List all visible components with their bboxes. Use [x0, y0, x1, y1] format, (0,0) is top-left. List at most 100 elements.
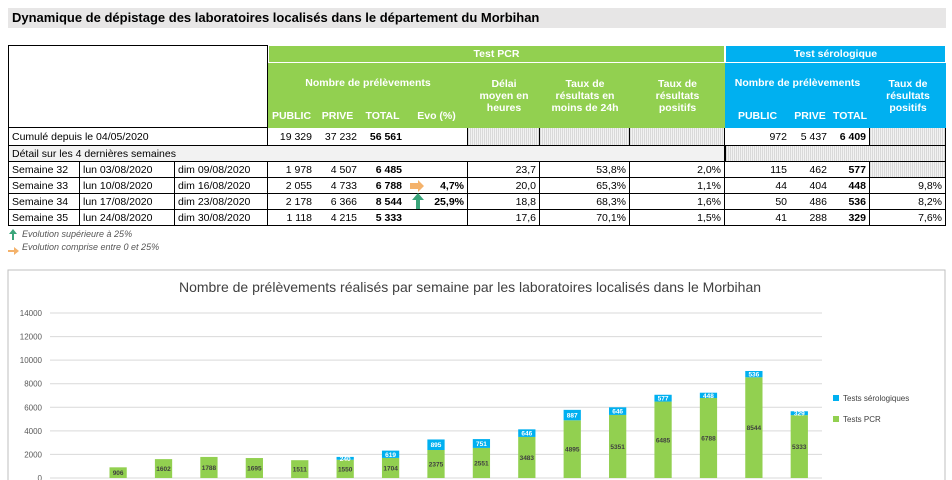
y-tick-label: 0 [38, 474, 43, 480]
subcolumn-header: TOTAL [830, 103, 870, 128]
bar [518, 436, 536, 478]
table-cell: dim 30/08/2020 [175, 210, 268, 226]
row-label: Cumulé depuis le 04/05/2020 [8, 128, 268, 146]
table-cell: 577 [830, 162, 870, 178]
y-tick-label: 12000 [20, 333, 43, 342]
bar [790, 415, 808, 478]
table-cell: 6 409 [830, 128, 870, 146]
column-header: Taux de résultats positifs [870, 63, 946, 128]
data-label: 5333 [792, 444, 807, 451]
data-label: 5351 [610, 444, 625, 451]
data-label: 1704 [383, 465, 398, 472]
table-cell: Semaine 33 [8, 178, 80, 194]
table-cell: 2,0% [630, 162, 725, 178]
data-label: 448 [703, 393, 714, 400]
table-cell [468, 128, 540, 146]
table-cell: Semaine 34 [8, 194, 80, 210]
bar [609, 407, 627, 415]
table-cell: lun 24/08/2020 [80, 210, 175, 226]
table-cell: 37 232 [315, 128, 360, 146]
bar [790, 411, 808, 416]
table-cell: 20,0 [468, 178, 540, 194]
data-label: 329 [794, 411, 805, 418]
data-label: 8544 [747, 425, 762, 432]
table-cell [630, 128, 725, 146]
bar [518, 429, 536, 437]
data-label: 1788 [202, 465, 217, 472]
table-cell: 23,7 [468, 162, 540, 178]
data-label: 906 [113, 470, 124, 477]
column-header: Taux de résultats en moins de 24h [540, 63, 630, 128]
bar [381, 450, 400, 458]
table-cell: 6 366 [315, 194, 360, 210]
table-cell: 8,2% [870, 194, 946, 210]
data-label: 240 [340, 456, 351, 463]
table-cell: 65,3% [540, 178, 630, 194]
bar [699, 392, 718, 398]
y-tick-label: 2000 [24, 450, 42, 459]
table-cell: 4 507 [315, 162, 360, 178]
table-cell [405, 162, 468, 178]
table-cell: 5 333 [360, 210, 405, 226]
table-cell [870, 128, 946, 146]
bar [336, 459, 354, 478]
table-cell: 1,1% [630, 178, 725, 194]
subcolumn-header: PRIVE [315, 103, 360, 128]
y-tick-label: 8000 [24, 380, 42, 389]
bar [472, 447, 491, 478]
data-label: 887 [567, 413, 578, 420]
bar [336, 456, 354, 460]
table-cell: 56 561 [360, 128, 405, 146]
bar [699, 397, 718, 478]
bar [109, 467, 127, 478]
table-cell: 68,3% [540, 194, 630, 210]
table-cell: 18,8 [468, 194, 540, 210]
table-cell: 1 978 [268, 162, 315, 178]
table-cell: lun 10/08/2020 [80, 178, 175, 194]
header-blank [8, 45, 268, 128]
data-label: 6788 [701, 435, 716, 442]
subcolumn-header: TOTAL [360, 103, 405, 128]
data-label: 646 [521, 431, 532, 438]
table-cell [870, 162, 946, 178]
column-header: Taux de résultats positifs [630, 63, 725, 128]
bar [563, 409, 581, 421]
table-cell: 4 215 [315, 210, 360, 226]
table-cell: 1,6% [630, 194, 725, 210]
table-cell: lun 17/08/2020 [80, 194, 175, 210]
bar [245, 458, 263, 478]
table: Test PCR Test sérologique Nombre de prélèv… [8, 45, 946, 226]
subcolumn-header: PRIVE [790, 103, 830, 128]
page-title: Dynamique de dépistage des laboratoires … [8, 8, 946, 28]
data-label: 3483 [520, 455, 535, 462]
table-cell: 53,8% [540, 162, 630, 178]
data-label: 2551 [474, 460, 489, 467]
data-label: 646 [612, 409, 623, 416]
table-cell: 2 055 [268, 178, 315, 194]
table-cell: 2 178 [268, 194, 315, 210]
y-tick-label: 10000 [20, 356, 43, 365]
table-cell: 44 [725, 178, 790, 194]
table-cell: 6 788 [360, 178, 405, 194]
data-label: 1550 [338, 466, 353, 473]
group-header: Test sérologique [725, 45, 946, 63]
y-tick-label: 14000 [20, 309, 43, 318]
table-cell: Semaine 35 [8, 210, 80, 226]
bar [472, 439, 491, 448]
column-header: Délai moyen en heures [468, 63, 540, 128]
bar [654, 394, 672, 402]
chart-title: Nombre de prélèvements réalisés par sema… [179, 279, 761, 295]
section-label: Détail sur les 4 dernières semaines [8, 146, 725, 162]
column-header: Nombre de prélèvements [725, 63, 870, 103]
table-cell: 6 485 [360, 162, 405, 178]
y-tick-label: 6000 [24, 403, 42, 412]
data-label: 4895 [565, 447, 580, 454]
table-cell: 115 [725, 162, 790, 178]
subcolumn-header: PUBLIC [268, 103, 315, 128]
legend-label: Tests PCR [843, 415, 881, 424]
table-cell: 17,6 [468, 210, 540, 226]
table-cell: 1,5% [630, 210, 725, 226]
table-cell: 70,1% [540, 210, 630, 226]
table-cell: 4,7% [405, 178, 468, 194]
